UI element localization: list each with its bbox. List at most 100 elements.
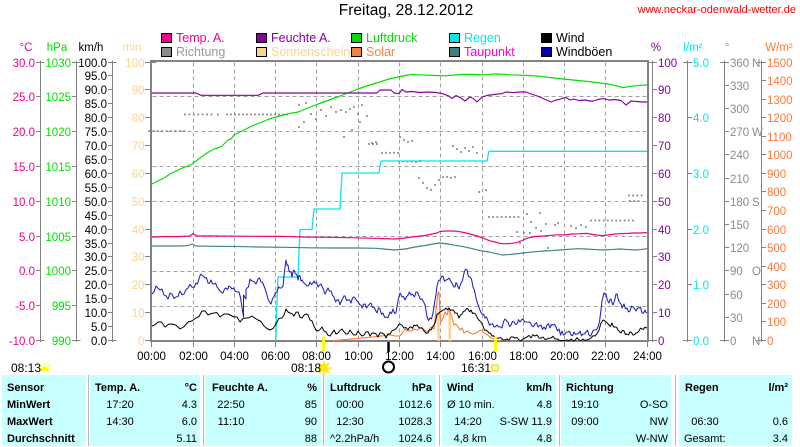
svg-text:04:00: 04:00: [220, 351, 249, 363]
svg-text:10: 10: [132, 308, 145, 320]
svg-text:200: 200: [767, 299, 786, 311]
svg-text:400: 400: [767, 262, 786, 274]
svg-text:0.0: 0.0: [91, 336, 107, 348]
svg-text:°: °: [725, 42, 730, 54]
svg-text:330: 330: [730, 81, 749, 93]
svg-text:90: 90: [730, 266, 743, 278]
svg-text:1500: 1500: [767, 58, 793, 70]
svg-text:30: 30: [730, 313, 743, 325]
svg-text:1.0: 1.0: [693, 280, 709, 292]
svg-text:N: N: [752, 336, 760, 348]
svg-text:30.0: 30.0: [85, 252, 107, 264]
svg-text:50: 50: [658, 197, 671, 209]
svg-text:2.0: 2.0: [693, 225, 709, 237]
svg-text:14:00: 14:00: [426, 351, 455, 363]
svg-text:70: 70: [132, 141, 145, 153]
svg-text:1400: 1400: [767, 76, 793, 88]
svg-text:100: 100: [658, 58, 677, 70]
svg-text:20:00: 20:00: [550, 351, 579, 363]
svg-text:1030: 1030: [45, 58, 71, 70]
svg-text:35.0: 35.0: [85, 239, 107, 251]
svg-text:80.0: 80.0: [85, 113, 107, 125]
svg-text:10:00: 10:00: [344, 351, 373, 363]
svg-text:00:00: 00:00: [137, 351, 166, 363]
svg-text:25.0: 25.0: [13, 92, 35, 104]
svg-text:50: 50: [132, 197, 145, 209]
svg-text:120: 120: [730, 243, 749, 255]
svg-text:75.0: 75.0: [85, 127, 107, 139]
svg-text:20.0: 20.0: [85, 280, 107, 292]
svg-text:N: N: [752, 58, 760, 70]
svg-text:1200: 1200: [767, 113, 793, 125]
svg-text:500: 500: [767, 243, 786, 255]
svg-text:15.0: 15.0: [85, 294, 107, 306]
svg-text:70.0: 70.0: [85, 141, 107, 153]
svg-text:85.0: 85.0: [85, 99, 107, 111]
svg-text:22:00: 22:00: [591, 351, 620, 363]
svg-text:5.0: 5.0: [91, 322, 107, 334]
svg-text:10.0: 10.0: [85, 308, 107, 320]
svg-text:90: 90: [658, 85, 671, 97]
svg-text:-10.0: -10.0: [9, 336, 35, 348]
svg-text:60: 60: [132, 169, 145, 181]
svg-text:15.0: 15.0: [13, 162, 35, 174]
svg-text:30: 30: [132, 252, 145, 264]
svg-text:18:00: 18:00: [509, 351, 538, 363]
svg-text:km/h: km/h: [79, 42, 104, 54]
svg-text:20.0: 20.0: [13, 127, 35, 139]
svg-text:0.0: 0.0: [19, 266, 35, 278]
svg-text:90.0: 90.0: [85, 85, 107, 97]
svg-text:240: 240: [730, 150, 749, 162]
svg-text:100.0: 100.0: [78, 58, 107, 70]
svg-text:10: 10: [658, 308, 671, 320]
svg-text:16:00: 16:00: [468, 351, 497, 363]
svg-text:W: W: [752, 127, 763, 139]
svg-text:0: 0: [767, 336, 773, 348]
svg-text:20: 20: [658, 280, 671, 292]
svg-text:0: 0: [658, 336, 664, 348]
svg-text:O: O: [752, 266, 761, 278]
svg-text:-5.0: -5.0: [15, 301, 35, 313]
svg-text:700: 700: [767, 206, 786, 218]
svg-text:06:00: 06:00: [261, 351, 290, 363]
svg-text:3.0: 3.0: [693, 169, 709, 181]
svg-text:100: 100: [767, 317, 786, 329]
svg-text:270: 270: [730, 127, 749, 139]
svg-text:995: 995: [52, 301, 71, 313]
svg-text:%: %: [651, 42, 661, 54]
svg-text:90: 90: [132, 85, 145, 97]
svg-text:300: 300: [730, 104, 749, 116]
svg-text:80: 80: [658, 113, 671, 125]
svg-text:900: 900: [767, 169, 786, 181]
svg-text:80: 80: [132, 113, 145, 125]
svg-text:hPa: hPa: [47, 42, 68, 54]
svg-text:55.0: 55.0: [85, 183, 107, 195]
svg-text:5.0: 5.0: [693, 58, 709, 70]
svg-text:10.0: 10.0: [13, 197, 35, 209]
svg-text:360: 360: [730, 58, 749, 70]
svg-text:25.0: 25.0: [85, 266, 107, 278]
svg-text:600: 600: [767, 225, 786, 237]
svg-text:0.0: 0.0: [693, 336, 709, 348]
svg-text:1005: 1005: [45, 232, 71, 244]
svg-text:4.0: 4.0: [693, 113, 709, 125]
svg-text:50.0: 50.0: [85, 197, 107, 209]
svg-text:30: 30: [658, 252, 671, 264]
svg-text:08:00: 08:00: [302, 351, 331, 363]
svg-text:150: 150: [730, 220, 749, 232]
svg-text:100: 100: [125, 58, 144, 70]
svg-text:30.0: 30.0: [13, 58, 35, 70]
svg-text:1300: 1300: [767, 95, 793, 107]
svg-text:990: 990: [52, 336, 71, 348]
svg-text:60: 60: [730, 290, 743, 302]
svg-text:1100: 1100: [767, 132, 792, 144]
svg-text:60: 60: [658, 169, 671, 181]
svg-text:12:00: 12:00: [385, 351, 414, 363]
svg-text:5.0: 5.0: [19, 232, 35, 244]
svg-text:S: S: [752, 197, 760, 209]
svg-text:1015: 1015: [45, 162, 71, 174]
svg-text:min: min: [123, 42, 142, 54]
svg-text:40.0: 40.0: [85, 225, 107, 237]
svg-text:1020: 1020: [45, 127, 71, 139]
svg-text:65.0: 65.0: [85, 155, 107, 167]
